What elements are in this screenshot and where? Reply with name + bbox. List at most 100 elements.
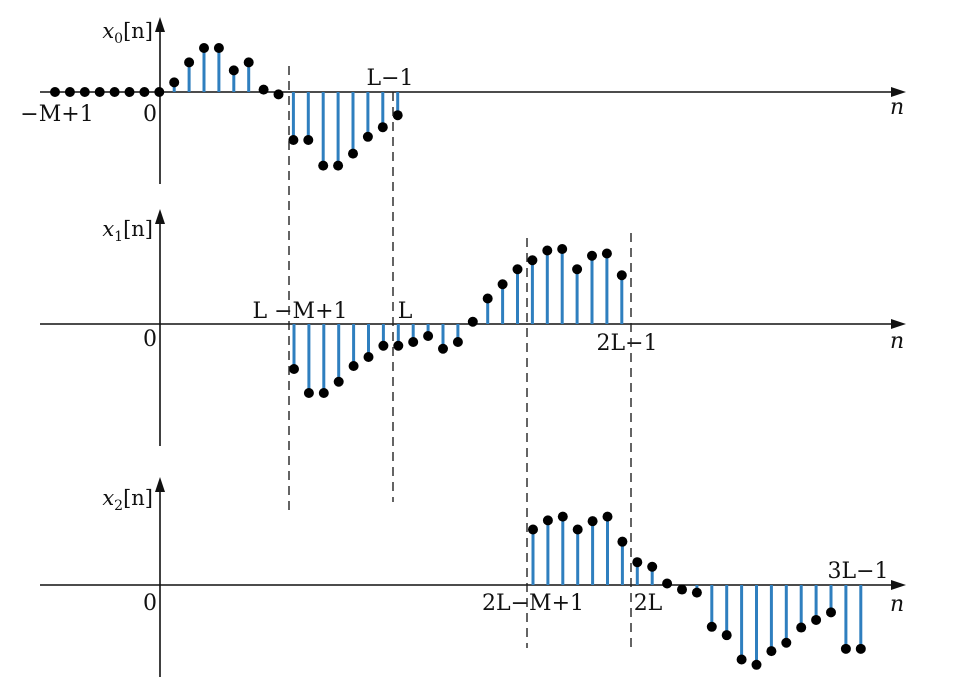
x0-n-label: n <box>890 95 904 120</box>
x2-sample-dot <box>736 654 747 665</box>
x2-sample-dot <box>706 621 717 632</box>
x1-sample-dot <box>423 331 434 341</box>
x0-sample-dot <box>392 110 403 121</box>
x0-sample-dot <box>139 87 150 97</box>
x1-horizontal-arrow-icon <box>891 319 906 329</box>
x1-n-label: n <box>890 329 904 354</box>
x1-sample-dot <box>616 270 627 281</box>
x0-sample-dot <box>124 87 135 97</box>
x0-sample-dot <box>94 87 105 97</box>
x0-sample-dot <box>377 122 388 133</box>
x2-label-2l-minus-m-plus-1: 2L−M+1 <box>482 591 584 616</box>
x2-sample-dot <box>647 561 658 572</box>
x2-axis-label: x2[n] <box>102 486 153 514</box>
x1-sample-dot <box>408 337 419 347</box>
x2-label-zero: 0 <box>143 591 157 616</box>
x1-stem-series <box>289 244 627 398</box>
x2-sample-dot <box>617 536 628 547</box>
x1-sample-dot <box>467 316 478 327</box>
x1-sample-dot <box>438 343 448 354</box>
x2-vertical-arrow-icon <box>155 477 165 492</box>
x0-vertical-arrow-icon <box>155 17 165 32</box>
x1-label-l: L <box>398 299 413 324</box>
x1-sample-dot <box>348 361 359 371</box>
panel-x0: x0[n] n −M+1 0 L−1 <box>20 17 906 184</box>
x0-horizontal-arrow-icon <box>891 87 906 97</box>
x1-sample-dot <box>587 250 597 261</box>
x0-sample-dot <box>318 160 329 171</box>
x2-sample-dot <box>811 614 822 625</box>
x0-sample-dot <box>258 84 269 95</box>
x1-sample-dot <box>363 352 374 362</box>
x2-sample-dot <box>587 516 598 527</box>
x2-sample-dot <box>557 511 568 522</box>
x1-sample-dot <box>601 248 612 259</box>
x1-sample-dot <box>289 364 299 374</box>
x0-sample-dot <box>169 77 180 88</box>
x0-sample-dot <box>199 43 209 53</box>
x2-sample-dot <box>766 646 777 657</box>
x1-sample-dot <box>497 279 508 290</box>
x1-label-2l-minus-1: 2L−1 <box>596 331 657 356</box>
panel-x1: x1[n] n 0 L −M+1 L 2L−1 <box>40 209 906 446</box>
x2-sample-dot <box>632 557 643 568</box>
x2-sample-dot <box>826 607 836 618</box>
x0-sample-dot <box>154 87 165 97</box>
block-boundaries <box>288 66 632 648</box>
x2-label-3l-minus-1: 3L−1 <box>827 559 888 584</box>
x1-sample-dot <box>482 293 493 304</box>
x2-sample-dot <box>662 578 673 589</box>
x0-label-l-minus-1: L−1 <box>366 66 413 91</box>
x1-sample-dot <box>527 255 538 266</box>
x2-sample-dot <box>542 515 553 526</box>
x2-sample-dot <box>691 587 702 598</box>
x0-sample-dot <box>109 87 120 97</box>
x2-sample-dot <box>855 643 866 654</box>
x0-sample-dot <box>64 87 75 97</box>
x2-sample-dot <box>677 584 687 595</box>
x0-axis-label: x0[n] <box>102 19 153 47</box>
x2-stem-series <box>528 511 866 670</box>
x2-sample-dot <box>751 659 762 670</box>
x0-sample-dot <box>228 65 239 76</box>
x0-label-minus-m-plus-1: −M+1 <box>20 102 93 127</box>
x2-sample-dot <box>528 524 538 535</box>
x1-sample-dot <box>512 264 523 275</box>
x1-sample-dot <box>393 340 404 351</box>
x1-sample-dot <box>303 388 314 398</box>
x2-n-label: n <box>890 592 904 617</box>
x0-sample-dot <box>79 87 90 97</box>
x2-sample-dot <box>602 511 613 522</box>
x1-sample-dot <box>378 340 389 351</box>
panel-x2: x2[n] n 0 2L−M+1 2L 3L−1 <box>40 477 906 677</box>
x0-sample-dot <box>184 57 195 68</box>
x0-sample-dot <box>273 89 284 100</box>
x1-label-zero: 0 <box>143 327 157 352</box>
x0-sample-dot <box>243 57 254 68</box>
x2-sample-dot <box>840 643 851 654</box>
x0-sample-dot <box>288 135 299 145</box>
x1-axis-label: x1[n] <box>102 217 153 245</box>
x0-sample-dot <box>333 160 344 171</box>
x2-label-2l: 2L <box>634 591 663 616</box>
x1-vertical-arrow-icon <box>155 209 165 224</box>
x1-sample-dot <box>333 376 344 387</box>
x0-sample-dot <box>213 43 224 53</box>
x1-sample-dot <box>318 388 329 398</box>
x0-stem-series <box>50 43 403 171</box>
x0-sample-dot <box>303 135 314 145</box>
x1-sample-dot <box>557 244 568 254</box>
x2-sample-dot <box>781 637 792 648</box>
x2-sample-dot <box>721 630 732 641</box>
x0-label-zero: 0 <box>143 102 157 127</box>
x2-sample-dot <box>796 622 807 633</box>
x0-sample-dot <box>50 87 60 97</box>
x2-horizontal-arrow-icon <box>891 580 906 590</box>
x1-sample-dot <box>452 337 463 347</box>
x1-sample-dot <box>542 245 553 256</box>
x1-label-l-minus-m-plus-1: L −M+1 <box>253 299 348 324</box>
x2-sample-dot <box>572 524 583 535</box>
x0-sample-dot <box>348 148 358 159</box>
x1-sample-dot <box>572 264 583 275</box>
